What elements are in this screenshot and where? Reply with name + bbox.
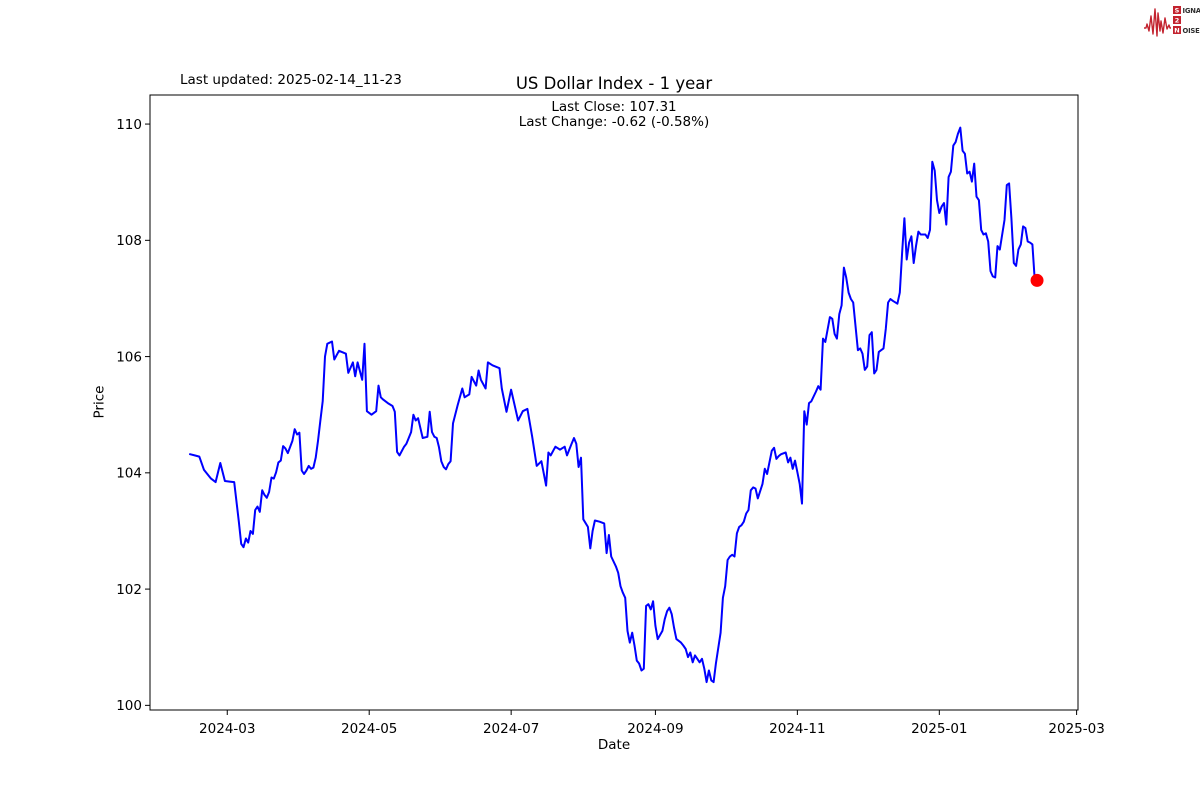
logo-letter-s: S (1175, 7, 1180, 15)
last-change-annotation: Last Change: -0.62 (-0.58%) (518, 114, 710, 130)
last-updated-text: Last updated: 2025-02-14_11-23 (180, 72, 402, 88)
price-line-series (189, 126, 1038, 684)
x-tick-label: 2025-03 (1048, 721, 1104, 737)
y-tick-label: 104 (116, 466, 142, 482)
logo-text-oise: OISE (1183, 27, 1200, 35)
y-tick-label: 110 (116, 117, 142, 133)
y-axis-label: Price (91, 385, 108, 419)
y-tick-label: 108 (116, 233, 142, 249)
x-tick-label: 2024-07 (483, 721, 539, 737)
y-tick-label: 106 (116, 349, 142, 365)
last-price-marker (1030, 273, 1044, 287)
logo-box-s (1173, 6, 1181, 14)
y-tick-label: 100 (116, 698, 142, 714)
last-close-annotation: Last Close: 107.31 (551, 99, 677, 115)
chart-title: US Dollar Index - 1 year (515, 74, 713, 93)
x-tick-label: 2024-11 (769, 721, 825, 737)
x-axis-label: Date (597, 737, 631, 753)
plot-border (149, 94, 1079, 711)
logo-digit-2: 2 (1175, 17, 1180, 25)
logo-letter-n: N (1174, 27, 1179, 35)
logo-box-2 (1173, 16, 1181, 24)
signal2noise-logo: S IGNAL 2 N OISE (1144, 6, 1200, 37)
x-tick-label: 2024-05 (341, 721, 397, 737)
x-tick-label: 2024-09 (627, 721, 683, 737)
x-tick-label: 2025-01 (911, 721, 967, 737)
x-tick-label: 2024-03 (199, 721, 255, 737)
logo-box-n (1173, 26, 1181, 34)
logo-text-ignal: IGNAL (1183, 7, 1200, 15)
y-tick-label: 102 (116, 582, 142, 598)
logo-wordmark: S IGNAL 2 N OISE (1173, 6, 1200, 35)
logo-waveform-icon (1144, 8, 1171, 37)
